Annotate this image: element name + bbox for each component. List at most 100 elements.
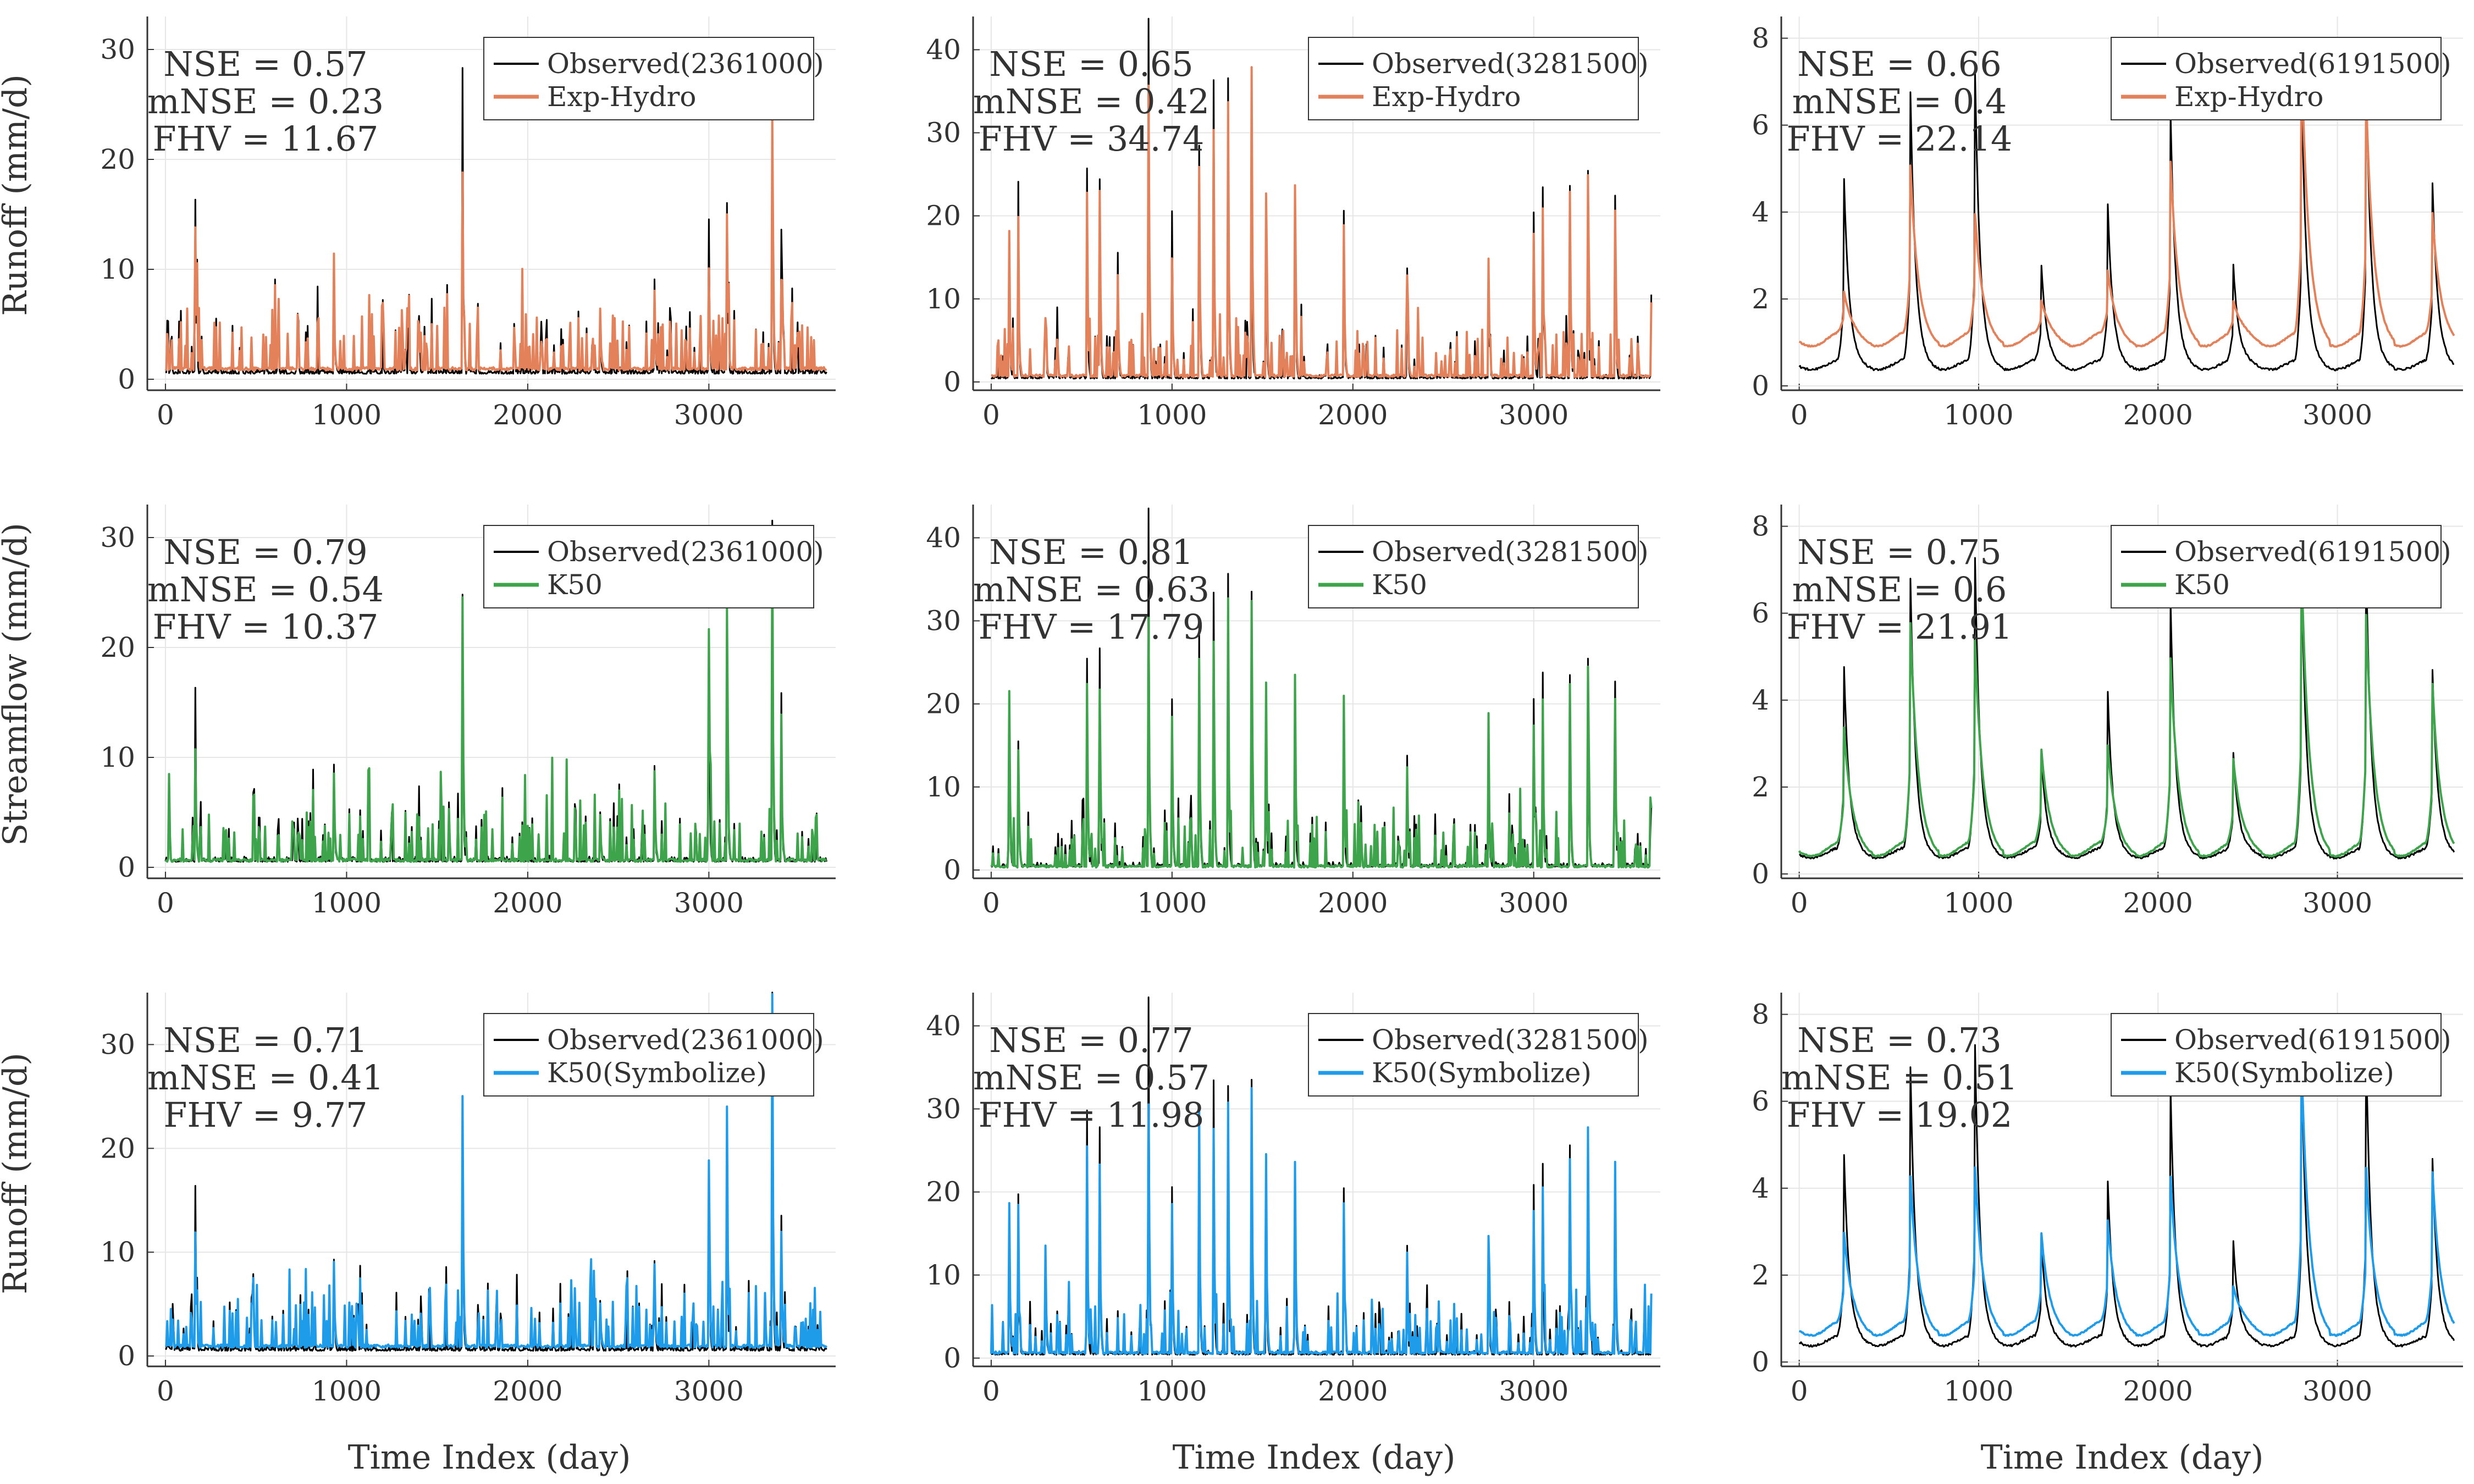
y-tick-label: 6 — [1752, 597, 1769, 629]
col-xlabel-1: Time Index (day) — [348, 1438, 631, 1477]
y-tick-label: 0 — [118, 363, 135, 395]
series-line-model — [991, 66, 1653, 378]
y-tick-label: 0 — [1752, 370, 1769, 402]
x-tick-label: 3000 — [674, 887, 744, 919]
y-tick-label: 10 — [100, 253, 135, 285]
x-tick-label: 0 — [1791, 887, 1808, 919]
series-line-model — [1798, 1057, 2455, 1337]
series-line-model — [1798, 56, 2455, 348]
metric-label: NSE = 0.81 — [989, 532, 1193, 572]
y-tick-label: 0 — [1752, 858, 1769, 890]
metric-label: FHV = 10.37 — [153, 607, 379, 647]
y-tick-label: 10 — [100, 741, 135, 773]
y-tick-label: 30 — [926, 117, 961, 149]
legend-entry: Observed(6191500) — [2174, 1024, 2451, 1056]
y-tick-label: 4 — [1752, 196, 1769, 228]
metric-label: FHV = 9.77 — [163, 1095, 367, 1135]
y-tick-label: 6 — [1752, 109, 1769, 141]
metric-label: mNSE = 0.23 — [147, 81, 384, 121]
legend-entry: Observed(2361000) — [547, 1024, 824, 1056]
legend-entry: Exp-Hydro — [2174, 81, 2323, 113]
metric-label: mNSE = 0.41 — [147, 1057, 384, 1098]
x-tick-label: 0 — [1791, 1375, 1808, 1407]
metric-label: NSE = 0.66 — [1797, 44, 2001, 84]
x-tick-label: 2000 — [2123, 399, 2193, 431]
legend-entry: K50(Symbolize) — [2174, 1057, 2394, 1089]
legend-entry: Observed(6191500) — [2174, 536, 2451, 568]
x-tick-label: 3000 — [1499, 399, 1569, 431]
metric-label: mNSE = 0.57 — [973, 1057, 1210, 1098]
legend-entry: K50(Symbolize) — [547, 1057, 767, 1089]
y-tick-label: 0 — [118, 1340, 135, 1372]
legend-box — [2111, 1013, 2442, 1097]
metric-label: mNSE = 0.63 — [973, 569, 1210, 610]
legend-entry: Observed(3281500) — [1372, 1024, 1649, 1056]
x-tick-label: 0 — [157, 399, 174, 431]
row-ylabel-2: Streamflow (mm/d) — [0, 523, 35, 846]
x-tick-label: 0 — [982, 399, 1000, 431]
metric-label: FHV = 34.74 — [979, 119, 1205, 159]
x-tick-label: 3000 — [2302, 887, 2372, 919]
y-tick-label: 20 — [100, 1132, 135, 1164]
legend-entry: K50 — [1372, 569, 1427, 601]
legend-box — [1308, 37, 1639, 120]
legend-entry: K50 — [2174, 569, 2230, 601]
legend-box — [1308, 525, 1639, 608]
y-tick-label: 2 — [1752, 771, 1769, 803]
y-tick-label: 20 — [100, 143, 135, 175]
series-line-model — [164, 116, 827, 372]
x-tick-label: 2000 — [493, 399, 562, 431]
x-tick-label: 3000 — [2302, 1375, 2372, 1407]
y-tick-label: 0 — [943, 1342, 961, 1374]
x-tick-label: 3000 — [674, 1375, 744, 1407]
col-xlabel-3: Time Index (day) — [1981, 1438, 2264, 1477]
legend-entry: K50 — [547, 569, 603, 601]
x-tick-label: 2000 — [1318, 887, 1388, 919]
row-ylabel-3: Runoff (mm/d) — [0, 1053, 35, 1294]
series-line-model — [164, 530, 827, 863]
x-tick-label: 1000 — [1137, 1375, 1207, 1407]
y-tick-label: 30 — [926, 1093, 961, 1125]
metric-label: NSE = 0.65 — [989, 44, 1193, 84]
x-tick-label: 2000 — [493, 887, 562, 919]
legend-box — [483, 525, 814, 608]
x-tick-label: 3000 — [674, 399, 744, 431]
y-tick-label: 30 — [100, 1028, 135, 1060]
y-tick-label: 20 — [926, 1176, 961, 1208]
series-line-model — [990, 597, 1653, 869]
y-tick-label: 40 — [926, 522, 961, 553]
legend-box — [2111, 525, 2442, 608]
y-tick-label: 40 — [926, 34, 961, 65]
y-tick-label: 6 — [1752, 1086, 1769, 1117]
metric-label: FHV = 22.14 — [1787, 119, 2013, 159]
x-tick-label: 0 — [157, 887, 174, 919]
y-tick-label: 20 — [926, 688, 961, 720]
x-tick-label: 0 — [157, 1375, 174, 1407]
x-tick-label: 3000 — [1499, 1375, 1569, 1407]
legend-entry: Observed(6191500) — [2174, 48, 2451, 80]
x-tick-label: 1000 — [312, 1375, 382, 1407]
metric-label: FHV = 21.91 — [1787, 607, 2013, 647]
metric-label: NSE = 0.75 — [1797, 532, 2001, 572]
legend-entry: Observed(2361000) — [547, 536, 824, 568]
y-tick-label: 20 — [926, 200, 961, 232]
y-tick-label: 8 — [1752, 23, 1769, 54]
metric-label: NSE = 0.79 — [163, 532, 367, 572]
metric-label: FHV = 11.98 — [979, 1095, 1205, 1135]
y-tick-label: 4 — [1752, 684, 1769, 716]
metric-label: NSE = 0.57 — [163, 44, 367, 84]
y-tick-label: 0 — [943, 366, 961, 398]
legend-box — [483, 1013, 814, 1097]
metric-label: NSE = 0.73 — [1797, 1020, 2001, 1060]
x-tick-label: 1000 — [1943, 887, 2013, 919]
legend-entry: Exp-Hydro — [547, 81, 696, 113]
y-tick-label: 30 — [100, 34, 135, 65]
x-tick-label: 2000 — [1318, 399, 1388, 431]
